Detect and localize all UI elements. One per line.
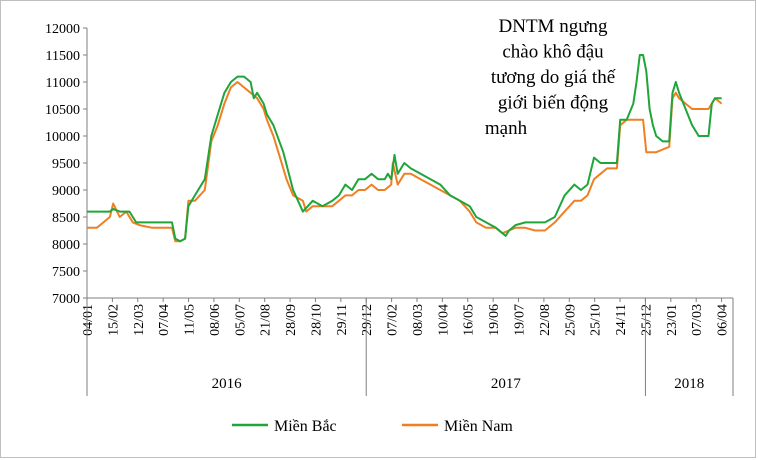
x-tick-label: 28/10 — [309, 304, 324, 336]
legend-label: Miền Bắc — [274, 418, 337, 435]
x-tick-label: 11/05 — [183, 304, 198, 335]
x-tick-label: 19/06 — [487, 304, 502, 336]
y-tick-label: 10500 — [45, 103, 80, 118]
x-tick-label: 29/11 — [335, 304, 350, 335]
x-tick-label: 22/08 — [538, 304, 553, 336]
x-tick-label: 23/01 — [665, 304, 680, 336]
x-tick-label: 15/02 — [106, 304, 121, 336]
y-tick-label: 8500 — [52, 211, 80, 226]
x-tick-label: 24/11 — [614, 304, 629, 335]
x-tick-label: 06/04 — [716, 304, 731, 336]
y-tick-label: 7000 — [52, 292, 80, 307]
x-tick-label: 07/03 — [690, 304, 705, 336]
y-tick-label: 9000 — [52, 184, 80, 199]
y-tick-label: 11000 — [46, 76, 80, 91]
annotation-line: mạnh — [485, 118, 528, 139]
y-tick-label: 7500 — [52, 265, 80, 280]
series-line-miền-bắc — [87, 54, 722, 243]
x-tick-label: 21/08 — [259, 304, 274, 336]
x-tick-label: 04/01 — [81, 304, 96, 336]
x-tick-label: 19/07 — [513, 304, 528, 336]
x-tick-label: 07/04 — [157, 304, 172, 336]
x-tick-label: 07/02 — [386, 304, 401, 336]
series-line-miền-nam — [87, 81, 723, 243]
year-label: 2018 — [674, 376, 704, 392]
x-tick-label: 12/03 — [132, 304, 147, 336]
x-tick-label: 05/07 — [233, 304, 248, 336]
y-tick-label: 12000 — [45, 22, 80, 37]
y-tick-label: 8000 — [52, 238, 80, 253]
annotation-line: giới biến động — [498, 93, 609, 114]
year-label: 2016 — [212, 376, 243, 392]
y-tick-label: 11500 — [46, 49, 80, 64]
x-tick-label: 25/09 — [563, 304, 578, 336]
annotation-line: DNTM ngưng — [499, 16, 608, 37]
x-tick-label: 10/04 — [436, 304, 451, 336]
y-tick-label: 10000 — [45, 130, 80, 145]
annotation-line: tương do giá thế — [491, 67, 616, 88]
legend-label: Miền Nam — [444, 418, 513, 435]
year-label: 2017 — [491, 376, 522, 392]
x-tick-label: 25/12 — [639, 304, 654, 336]
y-tick-label: 9500 — [52, 157, 80, 172]
x-tick-label: 25/10 — [589, 304, 604, 336]
x-tick-label: 29/12 — [360, 304, 375, 336]
x-tick-label: 16/05 — [462, 304, 477, 336]
annotation-line: chào khô đậu — [502, 42, 604, 63]
x-tick-label: 08/03 — [411, 304, 426, 336]
x-tick-label: 28/09 — [284, 304, 299, 336]
x-tick-label: 08/06 — [208, 304, 223, 336]
